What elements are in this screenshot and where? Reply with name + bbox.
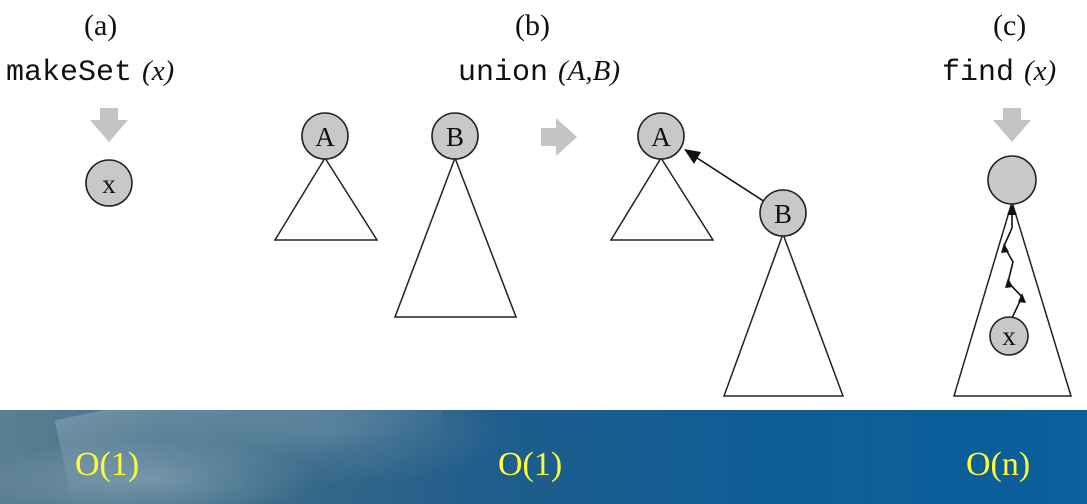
node-a-after-label: A xyxy=(651,122,671,152)
node-a-after xyxy=(637,112,685,160)
node-x-makeset xyxy=(85,159,133,207)
panel-b-label: (b) xyxy=(515,9,550,42)
tree-a-after xyxy=(609,156,715,241)
node-b-after xyxy=(759,189,807,237)
complexity-makeset: O(1) xyxy=(75,446,140,483)
node-a-before xyxy=(301,112,349,160)
node-b-before xyxy=(431,112,479,160)
down-arrow-icon xyxy=(90,108,128,142)
panel-b-op-name: union xyxy=(458,56,548,90)
panel-b-op-args: (A,B) xyxy=(558,55,620,87)
node-root-find xyxy=(987,155,1037,205)
right-arrow-icon xyxy=(541,118,577,156)
panel-a: (a) makeSet (x) x xyxy=(6,9,174,207)
panel-a-op-name: makeSet xyxy=(6,56,132,90)
find-path-arrowhead-icon-4 xyxy=(1007,205,1017,215)
panel-c-operation: find (x) xyxy=(942,55,1056,90)
tree-b-before xyxy=(393,155,518,318)
union-link-edge xyxy=(693,155,766,203)
panel-a-op-args: (x) xyxy=(142,55,174,87)
node-b-before-label: B xyxy=(446,122,464,152)
panel-b: (b) union (A,B) A B A B xyxy=(273,9,845,397)
tree-find xyxy=(952,199,1073,397)
find-path-arrowhead-icon-3 xyxy=(1001,243,1009,253)
diagram: (a) makeSet (x) x (b) union (A,B) A B A xyxy=(6,9,1073,397)
find-path-arrowhead-icon-2 xyxy=(1005,278,1013,288)
panel-c-op-args: (x) xyxy=(1024,55,1056,87)
node-x-makeset-label: x xyxy=(102,169,116,199)
tree-a-before xyxy=(273,156,379,241)
panel-a-operation: makeSet (x) xyxy=(6,55,174,90)
complexity-find: O(n) xyxy=(966,446,1031,483)
panel-c-label: (c) xyxy=(993,9,1026,42)
panel-c: (c) find (x) x xyxy=(942,9,1073,397)
node-x-find xyxy=(989,316,1029,356)
node-x-find-label: x xyxy=(1002,321,1016,351)
footer-banner: O(1) O(1) O(n) xyxy=(0,410,1087,504)
find-path-arrowhead-icon-1 xyxy=(1018,293,1026,303)
down-arrow-icon-find xyxy=(993,108,1031,142)
node-b-after-label: B xyxy=(774,199,792,229)
node-a-before-label: A xyxy=(315,122,335,152)
complexity-union: O(1) xyxy=(498,446,563,483)
panel-a-label: (a) xyxy=(84,9,117,42)
panel-b-operation: union (A,B) xyxy=(458,55,620,90)
panel-c-op-name: find xyxy=(942,56,1014,90)
union-link-arrowhead-icon xyxy=(684,149,701,164)
tree-b-after xyxy=(722,231,845,397)
